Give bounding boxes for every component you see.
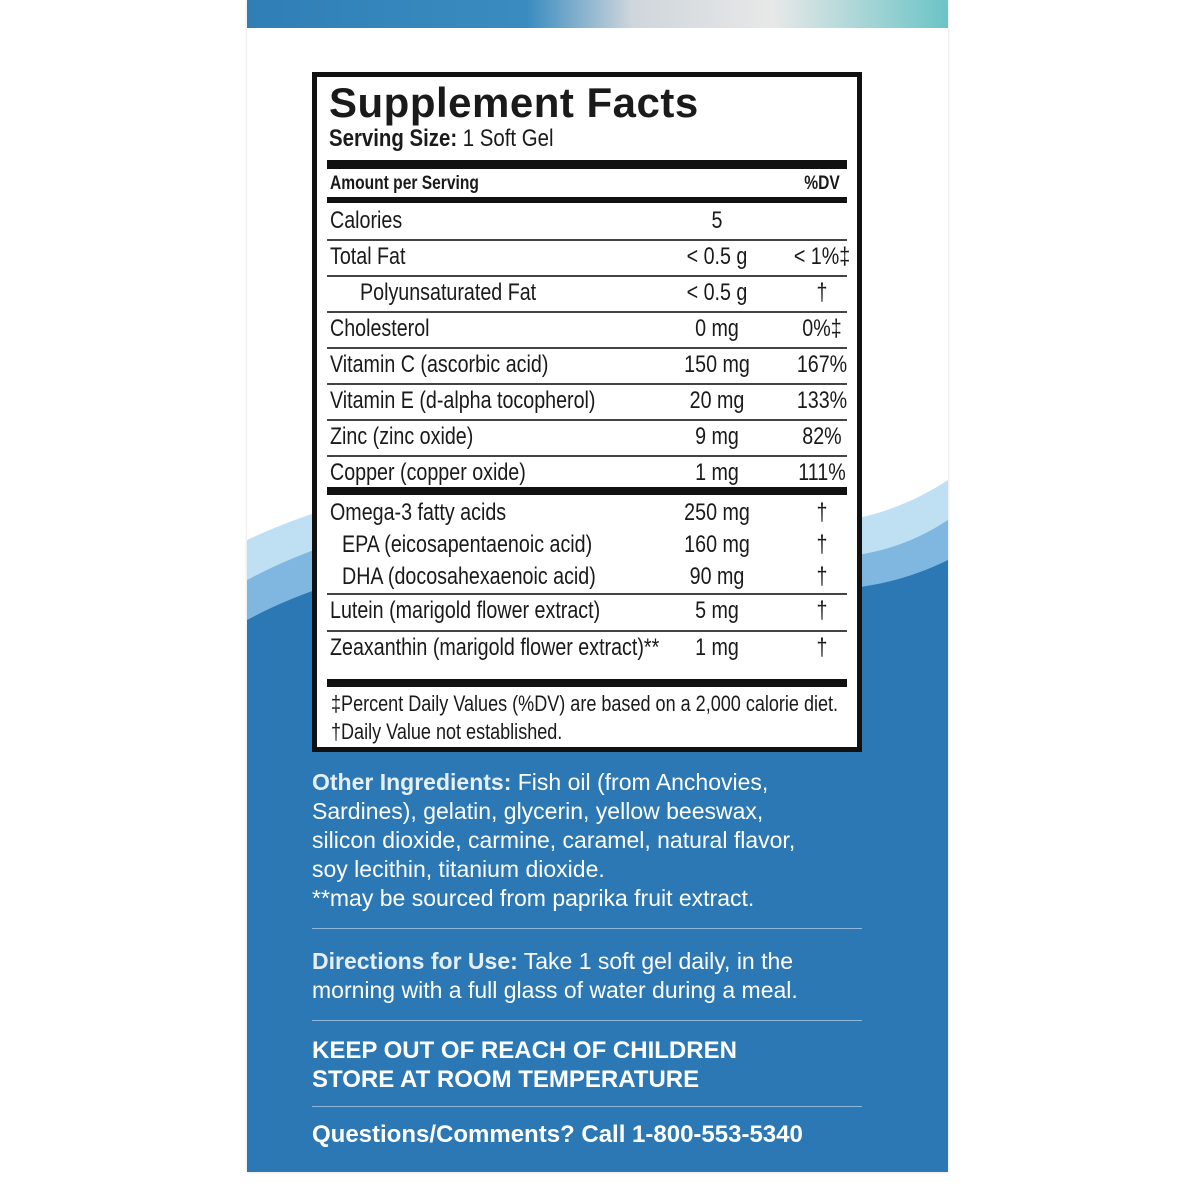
nutrient-row: Copper (copper oxide) 1 mg 111% [327, 455, 847, 491]
divider [312, 928, 862, 929]
nutrient-row: Zinc (zinc oxide) 9 mg 82% [327, 419, 847, 455]
dv-header: %DV [804, 173, 840, 194]
footnote-not-established: †Daily Value not established. [331, 719, 563, 744]
divider-thick [327, 197, 847, 203]
nutrient-row: EPA (eicosapentaenoic acid) 160 mg † [327, 527, 847, 563]
nutrient-name: EPA (eicosapentaenoic acid) [342, 531, 593, 558]
nutrient-dv: < 1%‡ [793, 243, 851, 270]
ingredients-label: Other Ingredients: [312, 769, 512, 795]
nutrient-name: Copper (copper oxide) [330, 459, 526, 486]
footnote-dv: ‡Percent Daily Values (%DV) are based on… [331, 691, 839, 716]
directions-label: Directions for Use: [312, 948, 518, 974]
amount-header: Amount per Serving [330, 173, 479, 194]
nutrient-amount: 160 mg [684, 531, 750, 558]
nutrient-dv: † [816, 499, 828, 526]
directions: Directions for Use: Take 1 soft gel dail… [312, 947, 798, 1005]
warning-children: KEEP OUT OF REACH OF CHILDREN [312, 1037, 737, 1064]
nutrient-amount: 20 mg [689, 387, 745, 414]
ingredients-line: Sardines), gelatin, glycerin, yellow bee… [312, 798, 764, 824]
ingredients-line: silicon dioxide, carmine, caramel, natur… [312, 827, 796, 853]
nutrient-row: Polyunsaturated Fat < 0.5 g † [327, 275, 847, 311]
nutrient-row: Lutein (marigold flower extract) 5 mg † [327, 593, 847, 629]
nutrient-name: Vitamin C (ascorbic acid) [330, 351, 549, 378]
divider-thick [327, 487, 847, 495]
nutrient-amount: 5 [711, 207, 723, 234]
nutrient-dv: 133% [796, 387, 848, 414]
nutrient-amount: < 0.5 g [686, 279, 748, 306]
nutrient-dv: 167% [796, 351, 848, 378]
ingredients-line: soy lecithin, titanium dioxide. [312, 856, 605, 882]
nutrient-row: Omega-3 fatty acids 250 mg † [327, 495, 847, 531]
nutrient-dv: † [816, 531, 828, 558]
contact-phone: Questions/Comments? Call 1-800-553-5340 [312, 1121, 803, 1148]
nutrient-name: Cholesterol [330, 315, 430, 342]
directions-line: Take 1 soft gel daily, in the [517, 948, 794, 974]
divider-thin [327, 311, 847, 313]
divider-thin [327, 239, 847, 241]
nutrient-dv: † [816, 597, 828, 624]
ingredients-note: **may be sourced from paprika fruit extr… [312, 885, 755, 911]
nutrient-name: Zeaxanthin (marigold flower extract)** [330, 634, 660, 661]
warnings: KEEP OUT OF REACH OF CHILDREN STORE AT R… [312, 1036, 737, 1094]
serving-size: Serving Size: 1 Soft Gel [329, 125, 554, 153]
nutrient-row: Vitamin E (d-alpha tocopherol) 20 mg 133… [327, 383, 847, 419]
other-ingredients: Other Ingredients: Fish oil (from Anchov… [312, 768, 795, 913]
nutrient-amount: 9 mg [695, 423, 739, 450]
nutrient-dv: † [816, 563, 828, 590]
nutrient-amount: 90 mg [689, 563, 745, 590]
nutrient-name: Zinc (zinc oxide) [330, 423, 474, 450]
header-row: Amount per Serving %DV [327, 169, 847, 197]
nutrient-amount: 0 mg [695, 315, 739, 342]
nutrient-dv: † [816, 634, 828, 661]
nutrient-amount: 1 mg [695, 634, 739, 661]
nutrient-row: Vitamin C (ascorbic acid) 150 mg 167% [327, 347, 847, 383]
supplement-facts-panel: Supplement Facts Serving Size: 1 Soft Ge… [312, 72, 862, 752]
divider-thin [327, 383, 847, 385]
nutrient-row: Zeaxanthin (marigold flower extract)** 1… [327, 630, 847, 666]
divider-thin [327, 630, 847, 632]
nutrient-amount: 1 mg [695, 459, 739, 486]
nutrient-name: Total Fat [330, 243, 406, 270]
nutrient-name: Polyunsaturated Fat [360, 279, 537, 306]
nutrient-dv: 0%‡ [802, 315, 842, 342]
divider-thin [327, 455, 847, 457]
divider-thick [327, 160, 847, 169]
nutrient-name: Calories [330, 207, 403, 234]
nutrient-row: DHA (docosahexaenoic acid) 90 mg † [327, 559, 847, 595]
serving-value: 1 Soft Gel [462, 125, 554, 152]
serving-label: Serving Size: [329, 125, 458, 152]
divider-thin [327, 275, 847, 277]
directions-line: morning with a full glass of water durin… [312, 977, 798, 1003]
nutrient-name: DHA (docosahexaenoic acid) [342, 563, 596, 590]
divider-thin [327, 347, 847, 349]
divider-thin [327, 593, 847, 595]
nutrient-row: Cholesterol 0 mg 0%‡ [327, 311, 847, 347]
box-top-flap [247, 0, 948, 28]
nutrient-amount: < 0.5 g [686, 243, 748, 270]
product-box: Supplement Facts Serving Size: 1 Soft Ge… [247, 0, 948, 1172]
nutrient-dv: 111% [798, 459, 846, 486]
divider-thin [327, 419, 847, 421]
ingredients-line: Fish oil (from Anchovies, [511, 769, 769, 795]
divider [312, 1106, 862, 1107]
warning-storage: STORE AT ROOM TEMPERATURE [312, 1066, 700, 1093]
panel-title: Supplement Facts [329, 79, 699, 126]
nutrient-name: Lutein (marigold flower extract) [330, 597, 601, 624]
nutrient-name: Omega-3 fatty acids [330, 499, 507, 526]
nutrient-amount: 5 mg [695, 597, 739, 624]
divider-thick [327, 679, 847, 687]
nutrient-name: Vitamin E (d-alpha tocopherol) [330, 387, 596, 414]
divider [312, 1020, 862, 1021]
nutrient-amount: 250 mg [684, 499, 750, 526]
nutrient-amount: 150 mg [684, 351, 750, 378]
nutrient-row: Total Fat < 0.5 g < 1%‡ [327, 239, 850, 275]
nutrient-dv: † [816, 279, 828, 306]
nutrient-row: Calories 5 [327, 203, 847, 239]
nutrient-dv: 82% [802, 423, 842, 450]
